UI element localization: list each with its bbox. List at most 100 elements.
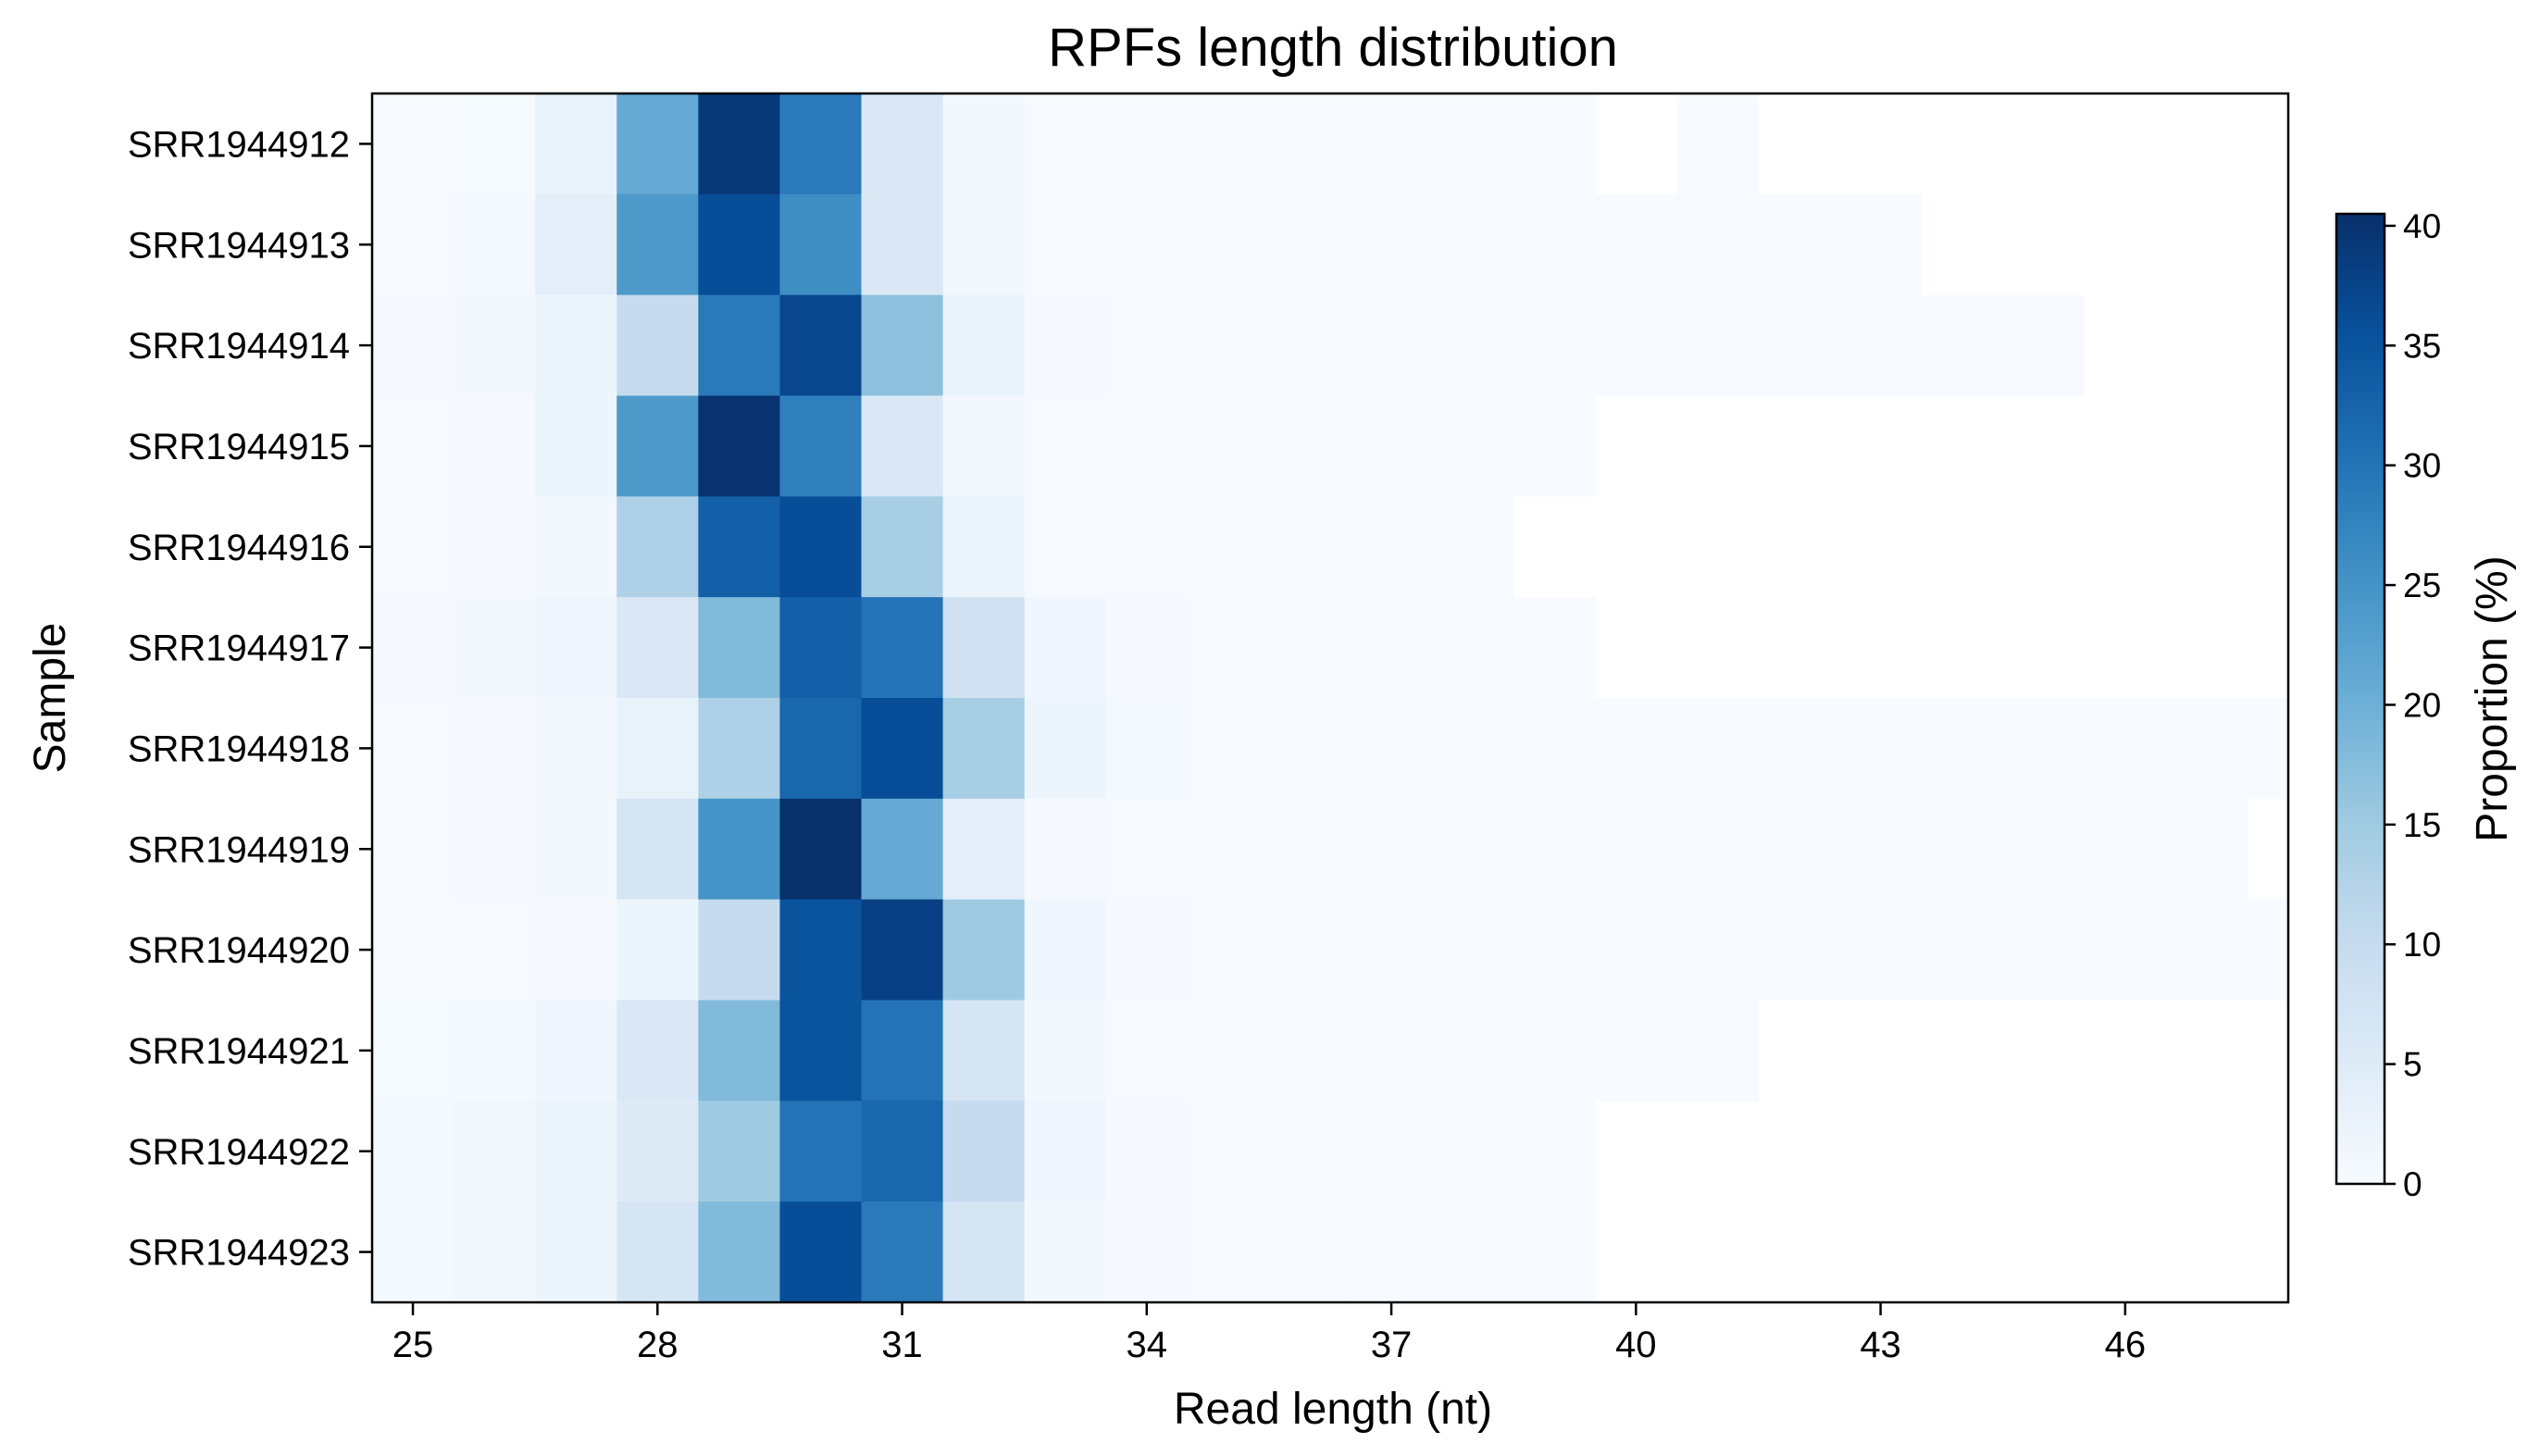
x-axis-ticks: 25 28 31 34 37 40 43 46 — [392, 1302, 2146, 1365]
heatmap-cell — [861, 395, 944, 497]
colorbar-tick-label: 0 — [2403, 1165, 2422, 1203]
heatmap-cell — [1268, 193, 1351, 296]
heatmap-cell — [779, 193, 863, 296]
heatmap-cell — [454, 93, 536, 195]
colorbar — [2335, 212, 2386, 1186]
heatmap-cell — [1024, 899, 1107, 1002]
colorbar-tick-label: 15 — [2403, 806, 2441, 844]
x-tick-label: 31 — [881, 1325, 923, 1365]
heatmap-cell — [454, 395, 536, 497]
heatmap-cell — [861, 597, 944, 699]
heatmap-cell — [616, 1201, 699, 1303]
heatmap-cell — [779, 698, 863, 800]
heatmap-cell — [1921, 798, 2004, 901]
heatmap-cell — [1432, 395, 1514, 497]
plot-frame — [370, 92, 2290, 1304]
heatmap-cell — [1351, 1101, 1433, 1202]
colorbar-tick-label: 30 — [2403, 447, 2441, 485]
heatmap-cell — [698, 1000, 781, 1101]
heatmap-cell — [698, 294, 781, 397]
heatmap-cell — [1268, 1201, 1351, 1303]
heatmap-cell — [1839, 899, 1923, 1002]
heatmap-cell — [698, 698, 781, 800]
colorbar-tick-label: 25 — [2403, 566, 2441, 604]
heatmap-cell — [779, 1201, 863, 1303]
heatmap-cell — [698, 395, 781, 497]
heatmap-cell — [1432, 698, 1514, 800]
heatmap-cell — [1187, 1000, 1270, 1101]
y-tick-label: SRR1944923 — [128, 1233, 350, 1274]
heatmap-cell — [779, 1000, 863, 1101]
heatmap-cell — [1024, 193, 1107, 296]
heatmap-cell — [454, 597, 536, 699]
heatmap-cell — [1839, 193, 1923, 296]
heatmap-cell — [454, 193, 536, 296]
heatmap-cell — [1839, 294, 1923, 397]
x-axis-label: Read length (nt) — [1174, 1385, 1492, 1434]
heatmap-cell — [942, 798, 1026, 901]
heatmap-cell — [372, 1000, 455, 1101]
heatmap-cell — [1187, 1201, 1270, 1303]
heatmap-cell — [1758, 798, 1841, 901]
heatmap-cell — [1595, 193, 1677, 296]
heatmap-cell — [535, 899, 617, 1002]
heatmap-cell — [2165, 798, 2248, 901]
heatmap-cell — [942, 193, 1026, 296]
heatmap-cell — [372, 193, 455, 296]
heatmap-cell — [861, 899, 944, 1002]
heatmap-cell — [1105, 798, 1189, 901]
heatmap-cell — [1024, 93, 1107, 195]
heatmap-cell — [535, 1201, 617, 1303]
y-axis-label: Sample — [26, 623, 75, 774]
heatmap-cell — [1024, 798, 1107, 901]
heatmap-cell — [861, 698, 944, 800]
heatmap-cell — [1595, 1000, 1677, 1101]
heatmap-cell — [535, 1000, 617, 1101]
heatmap-cell — [1513, 93, 1596, 195]
heatmap-cell — [1187, 193, 1270, 296]
heatmap-cell — [616, 294, 699, 397]
y-tick-label: SRR1944922 — [128, 1132, 350, 1173]
heatmap-cell — [942, 93, 1026, 195]
heatmap-cell — [454, 798, 536, 901]
heatmap-cell — [861, 93, 944, 195]
heatmap-cell — [2165, 899, 2248, 1002]
heatmap-cell — [1432, 1000, 1514, 1101]
colorbar-tick-label: 10 — [2403, 926, 2441, 964]
y-tick-label: SRR1944913 — [128, 225, 350, 266]
heatmap-cell — [1595, 698, 1677, 800]
heatmap-cell — [1105, 496, 1189, 598]
heatmap-cell — [1105, 899, 1189, 1002]
heatmap-cell — [861, 496, 944, 598]
heatmap-cell — [1758, 193, 1841, 296]
heatmap-cell — [861, 294, 944, 397]
heatmap-cell — [1432, 899, 1514, 1002]
heatmap-cell — [1268, 294, 1351, 397]
heatmap-cell — [535, 1101, 617, 1202]
heatmap-cell — [454, 496, 536, 598]
y-tick-label: SRR1944917 — [128, 628, 350, 669]
heatmap-cell — [535, 93, 617, 195]
heatmap-cell — [535, 294, 617, 397]
heatmap-cell — [779, 1101, 863, 1202]
heatmap-cell — [616, 496, 699, 598]
y-tick-label: SRR1944920 — [128, 930, 350, 971]
heatmap-cell — [1351, 496, 1433, 598]
heatmap-cell — [616, 798, 699, 901]
heatmap-cell — [1024, 1000, 1107, 1101]
heatmap-cell — [535, 496, 617, 598]
y-tick-label: SRR1944912 — [128, 124, 350, 165]
heatmap-cell — [698, 496, 781, 598]
heatmap-cell — [1432, 597, 1514, 699]
heatmap-cell — [1758, 899, 1841, 1002]
heatmap-cell — [861, 1101, 944, 1202]
heatmap-cell — [1187, 294, 1270, 397]
heatmap-cell — [1676, 899, 1760, 1002]
heatmap-cell — [1351, 294, 1433, 397]
heatmap-cell — [1187, 93, 1270, 195]
heatmap-cell — [2084, 698, 2167, 800]
heatmap-cell — [698, 1201, 781, 1303]
heatmap-cell — [1513, 294, 1596, 397]
heatmap-cell — [616, 899, 699, 1002]
heatmap-cell — [1513, 395, 1596, 497]
